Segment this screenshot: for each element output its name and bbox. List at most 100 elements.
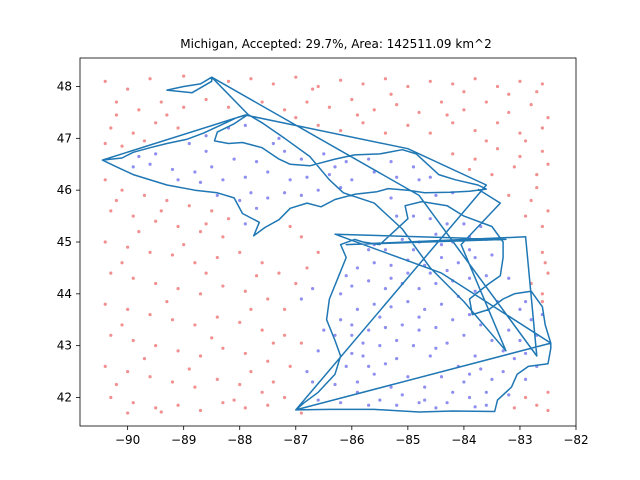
accepted-point: [451, 318, 455, 322]
accepted-point: [187, 141, 191, 146]
rejected-point: [495, 84, 500, 89]
accepted-point: [406, 271, 410, 275]
rejected-point: [243, 351, 247, 356]
accepted-point: [507, 393, 511, 397]
accepted-point: [512, 357, 516, 361]
rejected-point: [277, 271, 281, 275]
rejected-point: [176, 403, 180, 407]
accepted-point: [378, 398, 382, 402]
x-tick-label: −90: [115, 433, 140, 447]
accepted-point: [434, 325, 438, 330]
michigan-outline: [101, 76, 552, 413]
accepted-point: [479, 323, 483, 327]
accepted-point: [411, 214, 416, 218]
rejected-point: [114, 198, 119, 203]
rejected-point: [484, 139, 488, 143]
rejected-point: [490, 173, 494, 177]
accepted-point: [210, 165, 214, 169]
rejected-point: [103, 302, 107, 306]
rejected-point: [507, 92, 511, 96]
x-tick-label: −88: [227, 433, 252, 447]
rejected-point: [546, 408, 550, 413]
accepted-point: [254, 160, 259, 164]
rejected-point: [389, 92, 393, 96]
rejected-point: [103, 178, 107, 182]
y-tick-label: 47: [57, 131, 72, 145]
rejected-point: [535, 403, 539, 407]
rejected-point: [260, 261, 264, 265]
accepted-point: [333, 382, 337, 387]
rejected-point: [103, 364, 107, 368]
rejected-point: [451, 152, 455, 156]
rejected-point: [299, 411, 303, 415]
rejected-point: [288, 224, 292, 229]
accepted-point: [137, 154, 141, 159]
accepted-point: [462, 222, 466, 226]
rejected-point: [445, 113, 449, 117]
accepted-point: [282, 149, 287, 153]
accepted-point: [327, 173, 332, 177]
rejected-point: [523, 139, 528, 143]
rejected-point: [109, 271, 113, 275]
rejected-point: [484, 100, 488, 104]
rejected-point: [512, 406, 516, 410]
rejected-point: [154, 344, 158, 348]
rejected-point: [299, 235, 303, 239]
accepted-point: [518, 307, 522, 311]
rejected-point: [535, 90, 539, 94]
rejected-point: [473, 128, 477, 133]
accepted-point: [378, 344, 382, 348]
accepted-point: [350, 178, 354, 182]
accepted-point: [271, 141, 275, 146]
accepted-point: [310, 380, 315, 384]
accepted-point: [490, 338, 494, 343]
rejected-point: [109, 395, 113, 400]
accepted-point: [473, 289, 477, 293]
rejected-point: [260, 328, 264, 332]
rejected-point: [529, 103, 533, 107]
accepted-point: [406, 375, 410, 379]
rejected-point: [126, 245, 130, 249]
accepted-point: [282, 191, 287, 195]
accepted-point: [456, 261, 460, 265]
accepted-point: [305, 175, 309, 179]
accepted-point: [131, 165, 135, 169]
rejected-point: [271, 341, 275, 345]
accepted-point: [411, 248, 416, 252]
accepted-point: [400, 237, 404, 242]
accepted-point: [395, 175, 399, 179]
accepted-point: [395, 214, 399, 218]
rejected-point: [165, 198, 169, 203]
accepted-point: [193, 170, 197, 174]
accepted-point: [383, 325, 388, 330]
rejected-point: [310, 87, 315, 91]
rejected-point: [546, 162, 550, 166]
accepted-point: [378, 315, 382, 319]
rejected-point: [226, 79, 231, 83]
rejected-point: [473, 77, 477, 81]
accepted-point: [316, 188, 320, 192]
accepted-point: [490, 377, 494, 381]
rejected-point: [361, 121, 365, 125]
accepted-points: [131, 123, 544, 410]
rejected-point: [383, 77, 388, 81]
rejected-point: [148, 375, 152, 379]
accepted-point: [215, 193, 219, 197]
accepted-point: [299, 157, 303, 161]
rejected-point: [221, 284, 225, 288]
rejected-point: [193, 261, 197, 265]
rejected-point: [535, 173, 539, 177]
rejected-point: [543, 261, 547, 265]
rejected-point: [355, 113, 360, 117]
accepted-point: [221, 178, 225, 182]
accepted-point: [523, 300, 528, 304]
accepted-point: [389, 160, 393, 164]
rejected-point: [165, 113, 169, 117]
rejected-point: [316, 84, 320, 89]
accepted-point: [518, 338, 522, 343]
rejected-point: [451, 82, 455, 86]
accepted-point: [439, 255, 444, 260]
rejected-point: [131, 214, 135, 218]
rejected-point: [428, 131, 432, 135]
rejected-point: [249, 77, 253, 81]
